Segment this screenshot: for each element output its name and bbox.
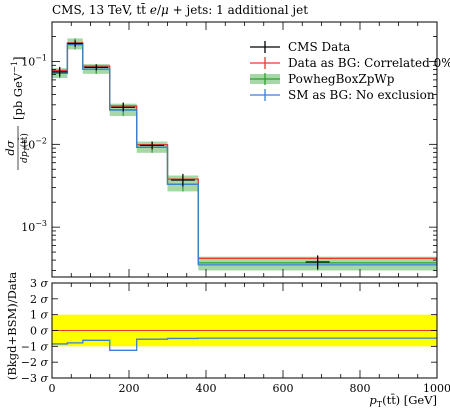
ratio-y-tick-label: −2 σ [21, 356, 49, 369]
ratio-y-tick-label: 0 σ [30, 325, 49, 338]
y-tick-label: 10−3 [21, 219, 47, 234]
ratio-sm-line [52, 337, 437, 351]
ratio-y-tick-label: 2 σ [30, 293, 49, 306]
ratio-y-tick-label: −3 σ [21, 372, 49, 385]
x-tick-label: 1000 [423, 382, 450, 395]
x-tick-label: 0 [49, 382, 56, 395]
x-tick-label: 200 [119, 382, 140, 395]
legend-label: CMS Data [288, 40, 350, 54]
main-plot-panel: 10−3 10−2 10−1 [21, 21, 438, 278]
ratio-y-tick-label: −1 σ [21, 340, 49, 353]
x-axis-title: pT(tt¯) [GeV] [369, 391, 437, 409]
legend-label: SM as BG: No exclusion [288, 88, 435, 102]
x-tick-label: 600 [273, 382, 294, 395]
x-tick-label: 400 [196, 382, 217, 395]
ratio-y-axis-label: (Bkgd+BSM)/Data [5, 272, 19, 380]
ylabel-denominator: dpT(tt̄) [18, 133, 31, 163]
legend-label: PowhegBoxZpWp [288, 72, 395, 86]
legend-label: Data as BG: Correlated 0% [288, 56, 450, 70]
ratio-y-tick-label: 1 σ [30, 309, 49, 322]
y-tick-label: 10−2 [21, 136, 47, 151]
ratio-plot-panel: 3 σ 2 σ 1 σ 0 σ −1 σ −2 σ −3 σ0 200 400 600 800 100… [21, 277, 450, 395]
ratio-y-tick-label: 3 σ [30, 277, 49, 290]
ylabel-unit: [pb GeV−1] [10, 57, 25, 120]
x-tick-label: 800 [350, 382, 371, 395]
y-tick-label: 10−1 [21, 54, 47, 69]
ylabel-numerator: dσ [3, 139, 17, 155]
x-axis-label: pT(tt¯) [GeV] [369, 391, 437, 409]
chart-legend: CMS Data Data as BG: Correlated 0% PowhegB… [250, 40, 450, 102]
chart-title: CMS, 13 TeV, tt¯ e/μ + jets: 1 additiona… [52, 1, 308, 17]
